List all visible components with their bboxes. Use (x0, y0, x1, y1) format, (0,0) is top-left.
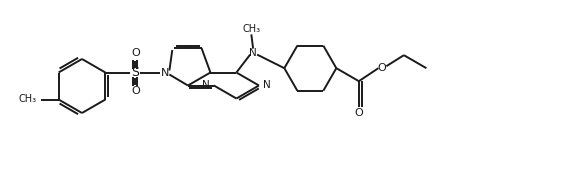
Text: N: N (161, 68, 169, 77)
Text: S: S (131, 66, 139, 79)
Text: CH₃: CH₃ (18, 94, 37, 104)
Text: O: O (131, 49, 139, 58)
Text: N: N (249, 48, 257, 58)
Text: O: O (131, 87, 139, 96)
Text: O: O (355, 108, 363, 118)
Text: N: N (263, 81, 271, 90)
Text: O: O (377, 63, 386, 73)
Text: N: N (202, 81, 210, 90)
Text: CH₃: CH₃ (242, 24, 261, 34)
